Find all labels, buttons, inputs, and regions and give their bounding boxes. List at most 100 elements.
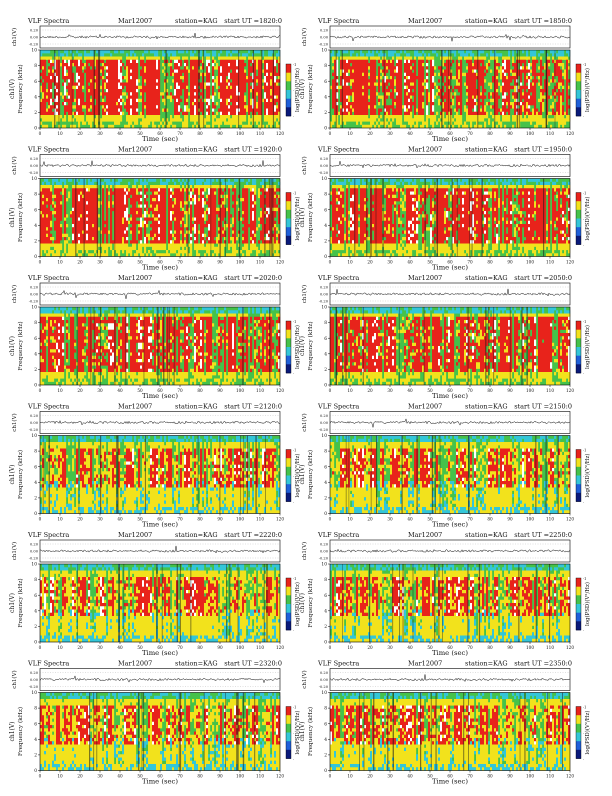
spectrogram-cell — [200, 50, 202, 57]
spectrogram-cell — [396, 92, 398, 95]
spectrogram-cell — [128, 182, 130, 185]
spectrogram-cell — [276, 323, 278, 330]
spectrogram-cell — [448, 221, 450, 228]
spectrogram-cell — [236, 70, 238, 73]
spectrogram-cell — [148, 208, 150, 215]
spectrogram-cell — [528, 195, 530, 198]
spectrogram-cell — [386, 112, 388, 119]
panel-station: station=KAG — [175, 17, 218, 25]
spectrogram-cell — [178, 179, 180, 182]
spectrogram-cell — [266, 57, 268, 60]
spectrogram-cell — [68, 57, 70, 60]
x-tick-label: 70 — [467, 131, 473, 136]
spectrogram-cell — [402, 192, 404, 195]
spectrogram-cell — [102, 99, 104, 102]
spectrogram-cell — [116, 102, 118, 105]
spectrogram-cell — [68, 179, 70, 182]
spectrogram-cell — [122, 382, 124, 385]
spectrogram-cell — [504, 99, 506, 115]
spectrogram-cell — [408, 240, 410, 243]
spectrogram-cell — [262, 188, 264, 243]
spectrogram-cell — [44, 340, 46, 343]
waveform-tick-label: -0.20 — [29, 43, 39, 47]
spectrogram-cell — [266, 76, 268, 83]
spectrogram-cell — [336, 185, 338, 188]
spectrogram-cell — [230, 53, 232, 56]
spectrogram-cell — [274, 227, 276, 243]
spectrogram-cell — [98, 244, 100, 247]
spectrogram-cell — [392, 198, 394, 205]
spectrogram-cell — [174, 115, 176, 122]
spectrogram-cell — [52, 63, 54, 66]
spectrogram-cell — [62, 372, 64, 379]
spectrogram-cell — [514, 244, 516, 247]
spectrogram-cell — [526, 76, 528, 79]
spectrogram-cell — [352, 343, 354, 346]
spectrogram-cell — [102, 346, 104, 353]
spectrogram-cell — [488, 214, 490, 217]
spectrogram-cell — [108, 349, 110, 372]
spectrogram-cell — [412, 188, 414, 191]
spectrogram-cell — [150, 208, 152, 211]
spectrogram-cell — [192, 53, 194, 56]
spectrogram-cell — [138, 227, 140, 230]
spectrogram-cell — [210, 359, 212, 366]
spectrogram-cell — [188, 336, 190, 339]
spectrogram-cell — [466, 125, 468, 128]
spectrogram-cell — [428, 57, 430, 60]
spectrogram-cell — [402, 182, 404, 185]
spectrogram-cell — [104, 57, 106, 60]
spectrogram-cell — [128, 188, 130, 191]
spectrogram-cell — [206, 221, 208, 228]
spectrogram-cell — [182, 208, 184, 211]
spectrogram-cell — [40, 102, 42, 115]
spectrogram-cell — [176, 253, 178, 256]
spectrogram-cell — [484, 205, 486, 212]
spectrogram-cell — [90, 188, 92, 243]
spectrogram-cell — [238, 349, 240, 352]
spectrogram-cell — [232, 314, 234, 317]
spectrogram-cell — [476, 208, 478, 221]
spectrogram-cell — [150, 188, 152, 191]
spectrogram-cell — [190, 237, 192, 240]
spectrogram-cell — [514, 92, 516, 99]
spectrogram-cell — [454, 182, 456, 185]
spectrogram-cell — [490, 99, 492, 102]
spectrogram-cell — [154, 244, 156, 254]
spectrogram-cell — [198, 244, 200, 251]
x-tick-label: 30 — [97, 260, 103, 265]
spectrogram-cell — [400, 179, 402, 182]
spectrogram-cell — [104, 307, 106, 310]
colorbar-segment — [576, 193, 581, 202]
spectrogram-cell — [130, 198, 132, 205]
spectrogram-cell — [260, 320, 262, 327]
spectrogram-cell — [164, 188, 166, 243]
spectrogram-cell — [394, 79, 396, 86]
spectrogram-cell — [42, 185, 44, 188]
spectrogram-cell — [76, 83, 78, 86]
spectrogram-cell — [86, 307, 88, 314]
spectrogram-cell — [66, 359, 68, 362]
spectrogram-cell — [540, 57, 542, 60]
spectrogram-cell — [156, 115, 158, 122]
spectrogram-cell — [504, 70, 506, 73]
spectrogram-cell — [200, 356, 202, 359]
spectrogram-cell — [176, 375, 178, 378]
spectrogram-cell — [208, 224, 210, 231]
spectrogram-cell — [392, 244, 394, 251]
spectrogram-cell — [130, 317, 132, 337]
spectrogram-cell — [158, 188, 160, 191]
spectrogram-cell — [144, 185, 146, 188]
spectrogram-cell — [66, 198, 68, 201]
spectrogram-cell — [538, 99, 540, 102]
spectrogram-cell — [120, 179, 122, 182]
x-tick-label: 0 — [39, 260, 42, 265]
spectrogram-cell — [336, 208, 338, 211]
spectrogram-cell — [162, 244, 164, 251]
spectrogram-cell — [462, 224, 464, 227]
panel-start-time: start UT =2050:0 — [514, 274, 572, 282]
x-tick-label: 0 — [329, 131, 332, 136]
spectrogram-cell — [406, 179, 408, 182]
spectrogram-cell — [564, 244, 566, 257]
spectrogram-cell — [214, 122, 216, 125]
